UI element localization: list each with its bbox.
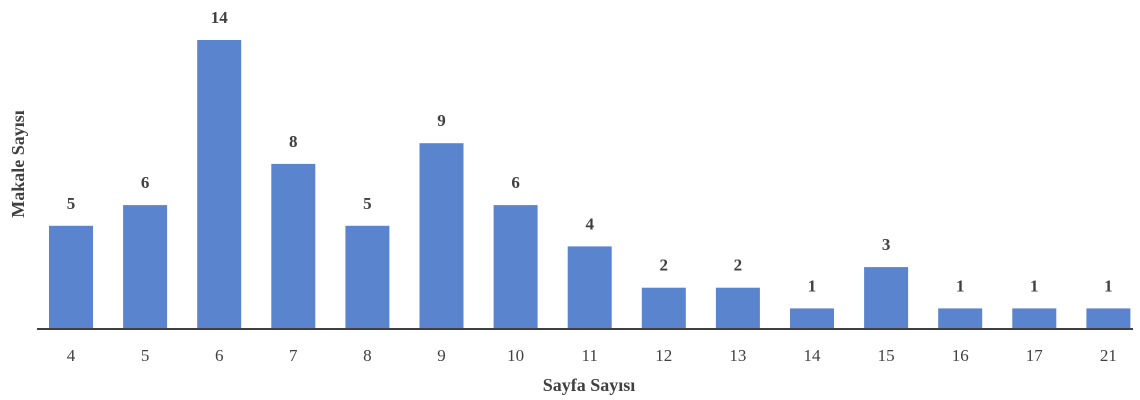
x-tick-label-21: 21 — [1100, 346, 1117, 365]
value-label-11: 4 — [585, 214, 594, 233]
bar-7 — [271, 163, 316, 329]
x-axis-title: Sayfa Sayısı — [543, 375, 636, 395]
x-tick-label-5: 5 — [141, 346, 150, 365]
bar-14 — [790, 308, 834, 329]
bar-6 — [197, 40, 242, 329]
bar-5 — [123, 205, 168, 329]
bar-21 — [1086, 308, 1131, 329]
x-tick-label-16: 16 — [952, 346, 969, 365]
x-tick-label-11: 11 — [582, 346, 598, 365]
bar-11 — [567, 246, 612, 329]
x-tick-label-6: 6 — [215, 346, 224, 365]
bar-9 — [419, 143, 464, 329]
x-tick-label-12: 12 — [655, 346, 672, 365]
bar-12 — [641, 287, 686, 329]
value-label-6: 14 — [211, 8, 229, 27]
value-label-4: 5 — [67, 194, 76, 213]
bar-16 — [938, 308, 983, 329]
value-label-7: 8 — [289, 132, 298, 151]
value-label-15: 3 — [882, 235, 891, 254]
x-tick-label-9: 9 — [437, 346, 446, 365]
value-labels-group: 5 6 14 8 5 9 6 4 2 2 1 3 1 1 1 — [67, 8, 1113, 295]
bar-4 — [49, 225, 93, 329]
x-tick-label-17: 17 — [1026, 346, 1044, 365]
value-label-16: 1 — [956, 276, 965, 295]
bar-17 — [1012, 308, 1057, 329]
value-label-17: 1 — [1030, 276, 1039, 295]
x-tick-label-15: 15 — [878, 346, 895, 365]
value-label-9: 9 — [437, 111, 446, 130]
value-label-5: 6 — [141, 173, 150, 192]
bar-10 — [493, 205, 538, 329]
x-tick-label-13: 13 — [729, 346, 746, 365]
x-tick-label-4: 4 — [67, 346, 76, 365]
x-tick-label-10: 10 — [507, 346, 524, 365]
bar-8 — [345, 225, 390, 329]
value-label-10: 6 — [511, 173, 520, 192]
bar-13 — [715, 287, 760, 329]
x-tick-label-7: 7 — [289, 346, 298, 365]
x-tick-labels-group: 4 5 6 7 8 9 10 11 12 13 14 15 16 17 21 — [67, 346, 1117, 365]
value-label-12: 2 — [660, 256, 669, 275]
y-axis-title: Makale Sayısı — [8, 110, 28, 218]
bars-group — [49, 40, 1131, 329]
value-label-13: 2 — [734, 256, 743, 275]
value-label-8: 5 — [363, 194, 372, 213]
value-label-14: 1 — [808, 276, 817, 295]
bar-15 — [864, 267, 909, 329]
x-tick-label-14: 14 — [804, 346, 822, 365]
value-label-21: 1 — [1104, 276, 1113, 295]
x-tick-label-8: 8 — [363, 346, 372, 365]
